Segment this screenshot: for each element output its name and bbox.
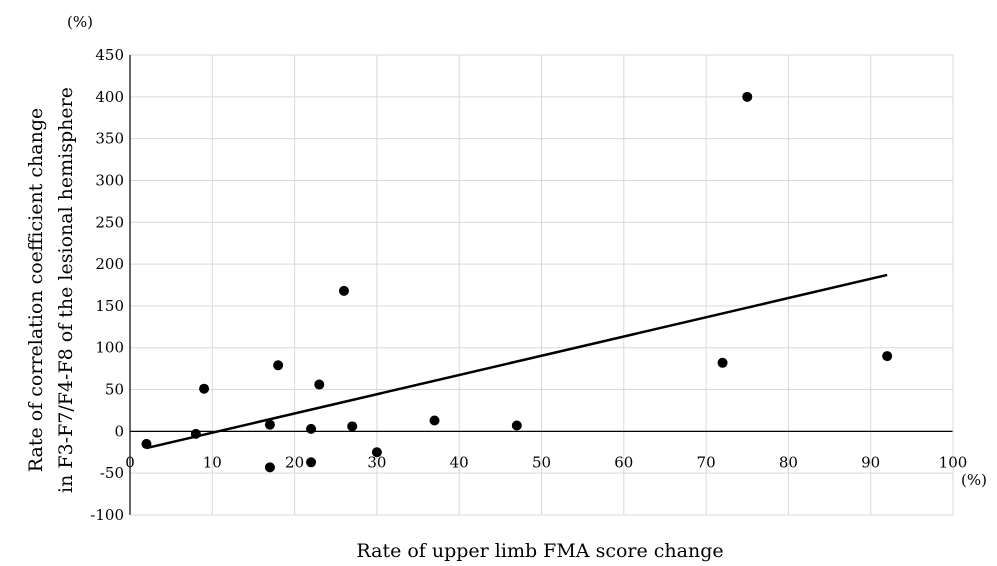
y-tick-label: 450 [95,46,124,64]
data-point [264,462,275,473]
data-point [429,415,440,426]
data-point [306,423,317,434]
x-tick-label: 30 [367,453,386,471]
x-tick-label: 90 [861,453,880,471]
x-tick-label: 50 [532,453,551,471]
x-tick-label: 70 [697,453,716,471]
data-point [306,457,317,468]
x-tick-label: 60 [614,453,633,471]
data-point [273,360,284,371]
trendline [146,273,888,450]
data-point [199,383,210,394]
y-tick-label: 150 [95,297,124,315]
grid-lines [129,54,954,516]
data-point [190,428,201,439]
y-axis-label-line1: Rate of correlation coefficient change [25,108,47,472]
x-unit-label: (%) [961,471,987,489]
data-point [347,421,358,432]
data-point [511,420,522,431]
data-point [882,351,893,362]
y-tick-label: 300 [95,171,124,189]
y-tick-label: 250 [95,213,124,231]
data-point [717,357,728,368]
x-tick-label: 40 [450,453,469,471]
x-tick-label: 0 [125,453,135,471]
y-tick-label: 100 [95,339,124,357]
y-axis-label-line2: in F3-F7/F4-F8 of the lesional hemispher… [55,87,77,493]
x-tick-label: 20 [285,453,304,471]
data-point [264,419,275,430]
axes [129,55,954,516]
data-point [371,447,382,458]
y-tick-label: 350 [95,130,124,148]
x-axis-label: Rate of upper limb FMA score change [356,540,723,562]
x-tick-label: 10 [203,453,222,471]
y-tick-labels: -100 -50 0 50 100 150 200 250 300 350 400 450 [90,46,124,524]
data-point [338,285,349,296]
y-tick-label: 200 [95,255,124,273]
y-tick-label: 0 [114,422,124,440]
data-points [141,91,893,473]
trendline-group [146,273,888,450]
y-tick-label: 400 [95,88,124,106]
y-tick-label: -50 [100,464,124,482]
data-point [141,438,152,449]
y-unit-label: (%) [67,13,93,31]
x-tick-label: 80 [779,453,798,471]
y-tick-label: -100 [90,506,124,524]
y-tick-label: 50 [105,381,124,399]
x-tick-labels: 0 10 20 30 40 50 60 70 80 90 100 [125,453,967,471]
data-point [742,91,753,102]
data-point [314,379,325,390]
x-tick-label: 100 [939,453,968,471]
